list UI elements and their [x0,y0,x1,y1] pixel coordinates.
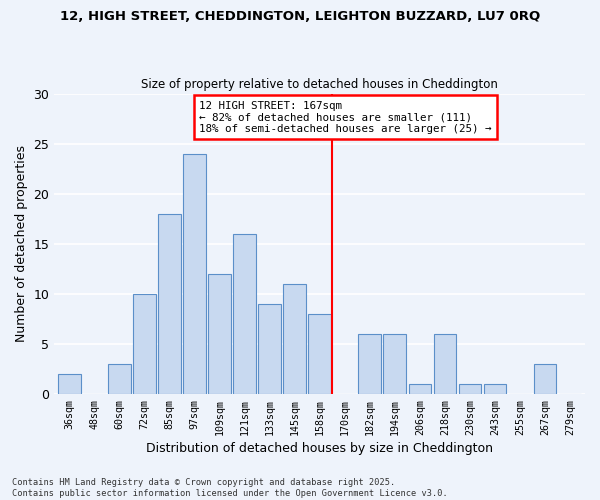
Text: 12, HIGH STREET, CHEDDINGTON, LEIGHTON BUZZARD, LU7 0RQ: 12, HIGH STREET, CHEDDINGTON, LEIGHTON B… [60,10,540,23]
Text: 12 HIGH STREET: 167sqm
← 82% of detached houses are smaller (111)
18% of semi-de: 12 HIGH STREET: 167sqm ← 82% of detached… [199,100,492,134]
Bar [533,364,556,394]
Bar [283,284,306,394]
Bar [434,334,456,394]
Bar [158,214,181,394]
Bar [409,384,431,394]
Bar [58,374,80,394]
Bar [308,314,331,394]
Bar [208,274,231,394]
Bar [108,364,131,394]
Bar [484,384,506,394]
Text: Contains HM Land Registry data © Crown copyright and database right 2025.
Contai: Contains HM Land Registry data © Crown c… [12,478,448,498]
Y-axis label: Number of detached properties: Number of detached properties [15,146,28,342]
Title: Size of property relative to detached houses in Cheddington: Size of property relative to detached ho… [141,78,498,91]
Bar [358,334,381,394]
Bar [183,154,206,394]
Bar [383,334,406,394]
Bar [458,384,481,394]
Bar [233,234,256,394]
X-axis label: Distribution of detached houses by size in Cheddington: Distribution of detached houses by size … [146,442,493,455]
Bar [259,304,281,394]
Bar [133,294,155,394]
